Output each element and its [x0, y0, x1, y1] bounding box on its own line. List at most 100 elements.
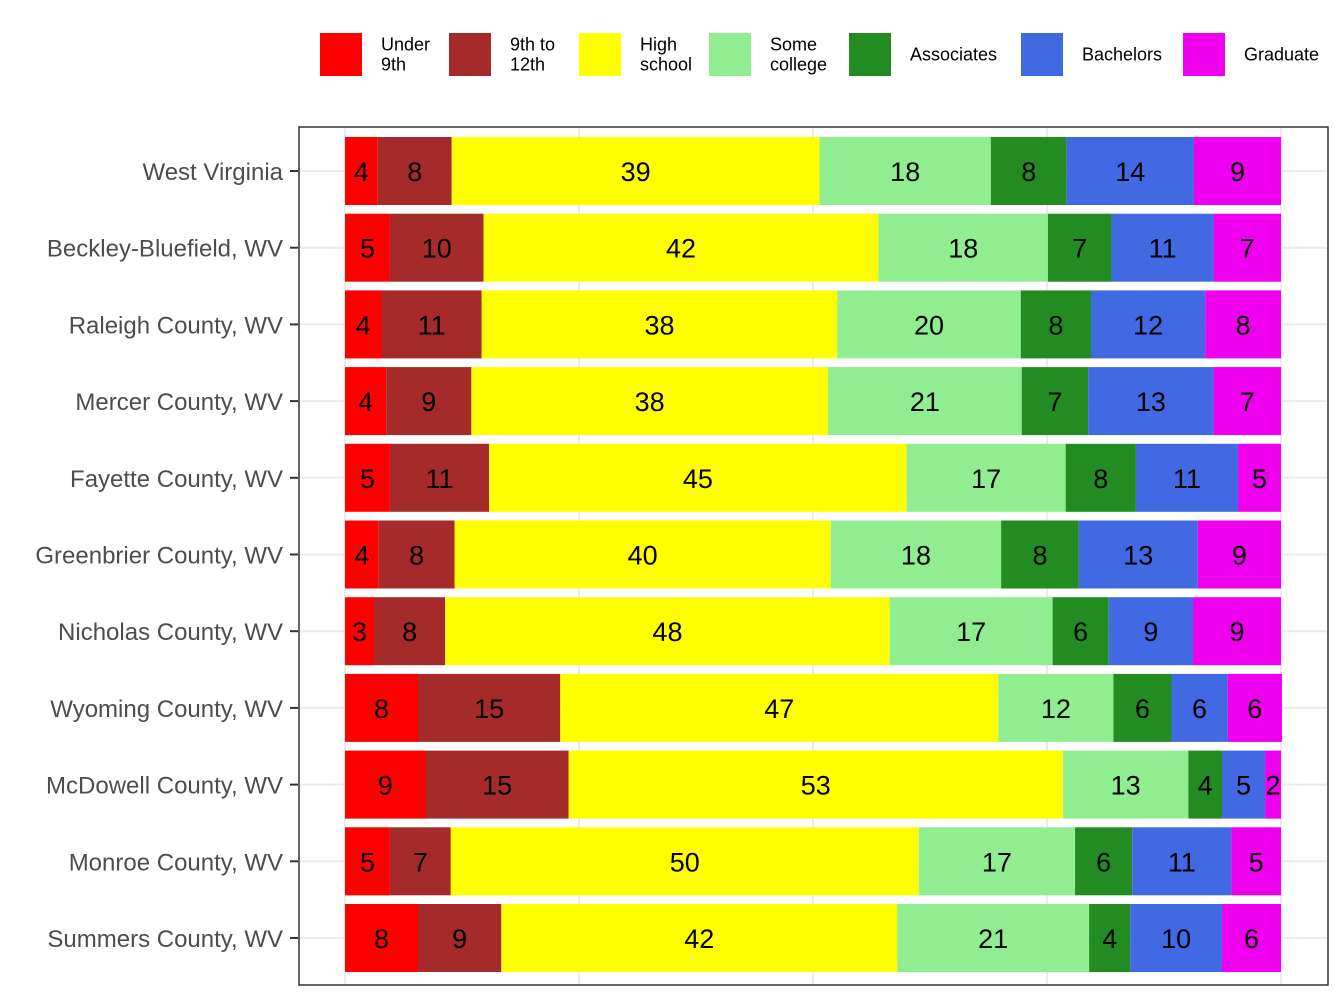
bar-graduate-mcdowell-county-wv — [1265, 750, 1281, 819]
bar-high-school-greenbrier-county-wv — [454, 520, 831, 589]
bar-some-college-mcdowell-county-wv — [1062, 750, 1189, 819]
legend-label-associates: Associates — [910, 45, 997, 65]
bar-9th-to-12th-raleigh-county-wv — [381, 290, 482, 359]
bar-bachelors-summers-county-wv — [1130, 904, 1223, 972]
bar-some-college-beckley-bluefield-wv — [878, 213, 1048, 282]
bar-associates-monroe-county-wv — [1075, 827, 1133, 896]
bar-row-fayette-county-wv: 5 11 45 17 8 11 5 — [345, 443, 1281, 512]
data-label-graduate-nicholas-county-wv: 9 — [1229, 617, 1244, 647]
data-label-under-9th-wyoming-county-wv: 8 — [374, 694, 389, 724]
data-label-9th-to-12th-fayette-county-wv: 11 — [426, 464, 454, 494]
data-label-graduate-fayette-county-wv: 5 — [1252, 464, 1267, 494]
data-label-high-school-summers-county-wv: 42 — [684, 924, 714, 954]
bar-bachelors-wyoming-county-wv — [1171, 673, 1228, 742]
data-label-associates-fayette-county-wv: 8 — [1093, 464, 1108, 494]
legend-key-9th-to-12th — [449, 33, 491, 76]
bar-associates-greenbrier-county-wv — [1001, 520, 1079, 589]
data-label-graduate-summers-county-wv: 6 — [1244, 924, 1259, 954]
data-label-graduate-mercer-county-wv: 7 — [1240, 387, 1255, 417]
bar-associates-beckley-bluefield-wv — [1047, 213, 1112, 282]
bar-graduate-beckley-bluefield-wv — [1213, 213, 1281, 282]
data-label-9th-to-12th-greenbrier-county-wv: 8 — [409, 541, 424, 571]
bar-row-greenbrier-county-wv: 4 8 40 18 8 13 9 — [345, 520, 1281, 589]
y-tick-label-summers-county-wv: Summers County, WV — [47, 926, 283, 953]
data-label-under-9th-beckley-bluefield-wv: 5 — [360, 234, 375, 264]
data-label-some-college-greenbrier-county-wv: 18 — [901, 541, 931, 571]
bar-some-college-monroe-county-wv — [918, 827, 1076, 896]
data-label-associates-west-virginia: 8 — [1021, 157, 1036, 187]
data-label-bachelors-summers-county-wv: 10 — [1161, 924, 1191, 954]
data-label-high-school-wyoming-county-wv: 47 — [764, 694, 794, 724]
bar-row-west-virginia: 4 8 39 18 8 14 9 — [345, 137, 1281, 205]
data-label-some-college-wyoming-county-wv: 12 — [1041, 694, 1071, 724]
data-label-9th-to-12th-mcdowell-county-wv: 15 — [482, 771, 512, 801]
bar-some-college-west-virginia — [819, 137, 991, 205]
bar-9th-to-12th-nicholas-county-wv — [374, 597, 446, 666]
bar-graduate-fayette-county-wv — [1237, 443, 1281, 512]
bar-9th-to-12th-beckley-bluefield-wv — [389, 213, 484, 282]
bar-under-9th-mercer-county-wv — [345, 367, 387, 436]
data-label-high-school-beckley-bluefield-wv: 42 — [666, 234, 696, 264]
bar-under-9th-raleigh-county-wv — [345, 290, 382, 359]
data-label-graduate-raleigh-county-wv: 8 — [1236, 310, 1251, 340]
data-label-graduate-beckley-bluefield-wv: 7 — [1240, 234, 1255, 264]
bar-9th-to-12th-mcdowell-county-wv — [425, 750, 569, 819]
bar-bachelors-mcdowell-county-wv — [1222, 750, 1266, 819]
bar-row-summers-county-wv: 8 9 42 21 4 10 6 — [345, 904, 1281, 972]
bar-some-college-greenbrier-county-wv — [830, 520, 1002, 589]
data-label-some-college-west-virginia: 18 — [890, 157, 920, 187]
bar-bachelors-monroe-county-wv — [1132, 827, 1232, 896]
data-label-9th-to-12th-summers-county-wv: 9 — [452, 924, 467, 954]
data-label-bachelors-wyoming-county-wv: 6 — [1192, 694, 1207, 724]
y-tick-label-wyoming-county-wv: Wyoming County, WV — [50, 696, 283, 723]
bar-under-9th-wyoming-county-wv — [345, 673, 419, 742]
bar-some-college-mercer-county-wv — [827, 367, 1022, 436]
bar-graduate-nicholas-county-wv — [1193, 597, 1281, 666]
bar-graduate-west-virginia — [1193, 137, 1281, 205]
bars: 4 8 39 18 8 14 95 10 42 18 7 11 74 11 38 20 8 12 84 9 38 21 7 1… — [345, 137, 1282, 972]
bar-some-college-raleigh-county-wv — [837, 290, 1021, 359]
y-tick-label-nicholas-county-wv: Nicholas County, WV — [58, 619, 283, 646]
bar-high-school-beckley-bluefield-wv — [483, 213, 879, 282]
bar-row-nicholas-county-wv: 3 8 48 17 6 9 9 — [345, 597, 1281, 666]
data-label-some-college-mercer-county-wv: 21 — [910, 387, 940, 417]
legend-key-associates — [849, 33, 891, 76]
data-label-9th-to-12th-raleigh-county-wv: 11 — [418, 310, 446, 340]
y-tick-label-greenbrier-county-wv: Greenbrier County, WV — [35, 543, 283, 570]
data-label-9th-to-12th-west-virginia: 8 — [407, 157, 422, 187]
bar-under-9th-beckley-bluefield-wv — [345, 213, 390, 282]
bar-bachelors-fayette-county-wv — [1135, 443, 1238, 512]
bar-high-school-wyoming-county-wv — [560, 673, 999, 742]
data-label-associates-beckley-bluefield-wv: 7 — [1072, 234, 1087, 264]
bar-row-raleigh-county-wv: 4 11 38 20 8 12 8 — [345, 290, 1281, 359]
bar-under-9th-nicholas-county-wv — [345, 597, 375, 666]
legend-item-under-9th: Under 9th — [320, 33, 430, 76]
panel-border — [298, 126, 1329, 986]
data-label-some-college-summers-county-wv: 21 — [978, 924, 1008, 954]
bar-bachelors-nicholas-county-wv — [1108, 597, 1194, 666]
bar-9th-to-12th-wyoming-county-wv — [418, 673, 561, 742]
bar-graduate-summers-county-wv — [1222, 904, 1281, 972]
data-label-associates-monroe-county-wv: 6 — [1096, 847, 1111, 877]
bar-under-9th-west-virginia — [345, 137, 378, 205]
data-label-bachelors-mercer-county-wv: 13 — [1136, 387, 1166, 417]
legend-item-graduate: Graduate — [1183, 33, 1319, 76]
bar-9th-to-12th-mercer-county-wv — [386, 367, 472, 436]
bar-row-mercer-county-wv: 4 9 38 21 7 13 7 — [345, 367, 1281, 436]
data-label-graduate-greenbrier-county-wv: 9 — [1232, 541, 1247, 571]
bar-graduate-monroe-county-wv — [1231, 827, 1281, 896]
data-label-high-school-raleigh-county-wv: 38 — [644, 310, 674, 340]
data-label-bachelors-nicholas-county-wv: 9 — [1143, 617, 1158, 647]
bar-9th-to-12th-fayette-county-wv — [389, 443, 490, 512]
bar-under-9th-greenbrier-county-wv — [345, 520, 379, 589]
legend-key-high-school — [579, 33, 621, 76]
data-label-graduate-monroe-county-wv: 5 — [1249, 847, 1264, 877]
bar-graduate-mercer-county-wv — [1213, 367, 1281, 436]
bar-under-9th-fayette-county-wv — [345, 443, 390, 512]
legend: Under 9th 9th to 12th High school Some college A… — [320, 33, 1319, 76]
bar-bachelors-raleigh-county-wv — [1090, 290, 1206, 359]
bar-row-monroe-county-wv: 5 7 50 17 6 11 5 — [345, 827, 1281, 896]
legend-key-graduate — [1183, 33, 1225, 76]
data-label-high-school-fayette-county-wv: 45 — [683, 464, 713, 494]
